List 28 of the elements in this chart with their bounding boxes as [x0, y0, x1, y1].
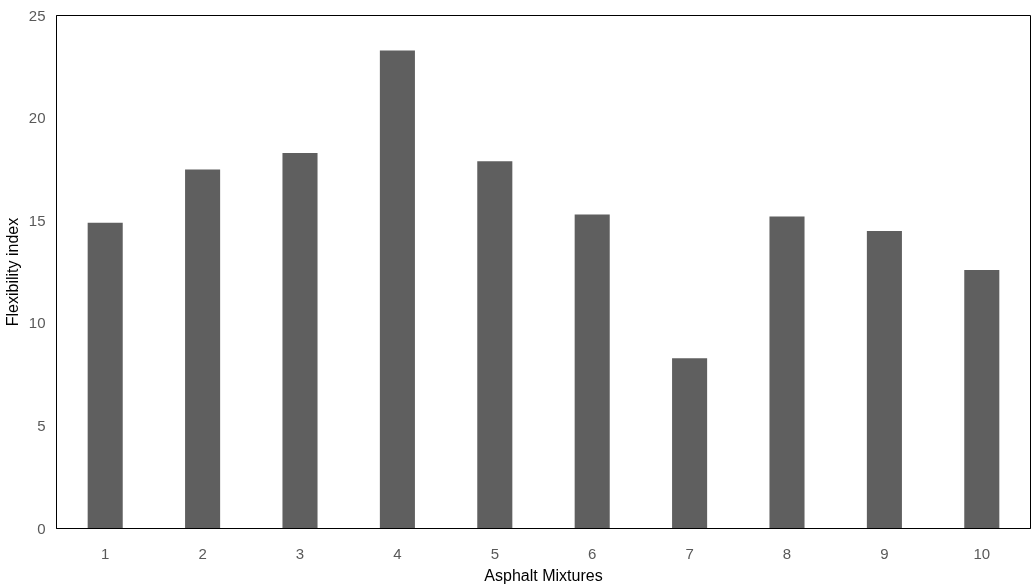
bar	[477, 161, 513, 529]
bar	[282, 152, 318, 529]
x-tick-label: 7	[685, 544, 694, 562]
y-axis-title: Flexibility index	[3, 217, 21, 327]
x-tick-label: 9	[880, 544, 889, 562]
bar	[185, 169, 221, 529]
x-tick-label: 4	[393, 544, 402, 562]
bar	[964, 269, 1000, 529]
y-tick-label: 15	[28, 211, 46, 229]
bar	[379, 50, 415, 529]
bar	[866, 230, 902, 529]
bar	[574, 214, 610, 529]
x-tick-label: 3	[295, 544, 305, 562]
x-tick-label: 8	[782, 544, 792, 562]
y-tick-label: 20	[28, 109, 46, 127]
y-tick-label: 10	[28, 314, 46, 332]
x-tick-label: 6	[588, 544, 597, 562]
x-tick-label: 1	[101, 544, 110, 562]
bar	[87, 222, 123, 529]
x-tick-label: 5	[490, 544, 499, 562]
bar	[672, 358, 708, 529]
y-tick-label: 0	[37, 519, 46, 537]
x-tick-label: 10	[973, 544, 991, 562]
x-axis-title: Asphalt Mixtures	[484, 566, 603, 584]
bar	[769, 216, 805, 529]
y-tick-label: 5	[37, 416, 46, 434]
x-tick-label: 2	[198, 544, 207, 562]
y-tick-label: 25	[28, 6, 46, 24]
